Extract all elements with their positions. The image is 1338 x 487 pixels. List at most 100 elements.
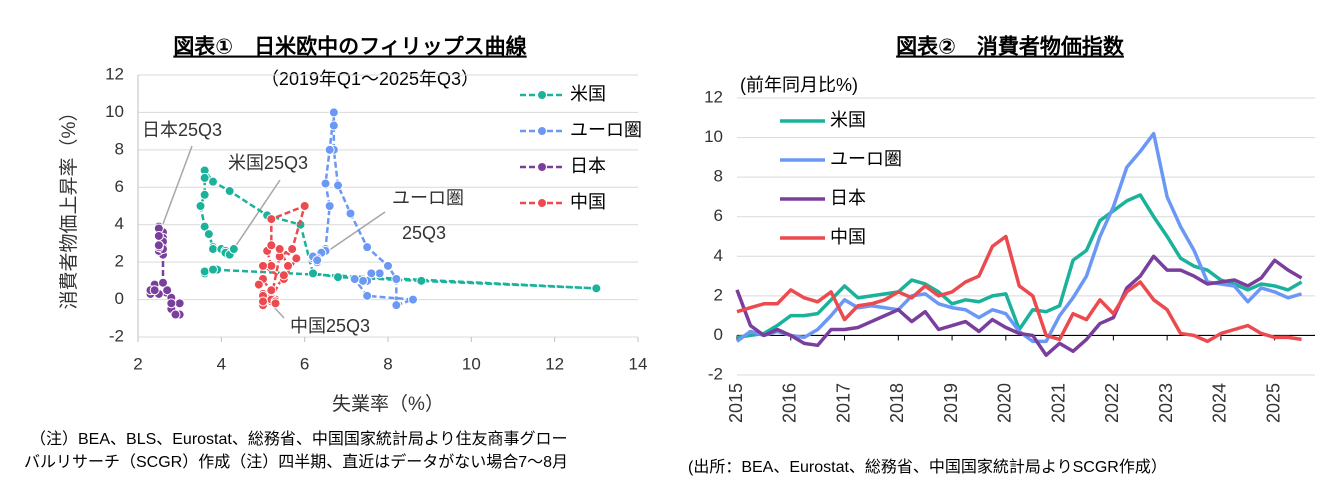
annotation-leader bbox=[324, 211, 386, 254]
point bbox=[320, 178, 331, 189]
point bbox=[362, 242, 373, 253]
y-tick-label: 12 bbox=[105, 64, 124, 83]
legend-label: ユーロ圏 bbox=[830, 149, 902, 169]
point bbox=[308, 268, 318, 279]
point bbox=[266, 285, 277, 296]
point bbox=[253, 279, 264, 290]
point bbox=[383, 260, 393, 271]
y-tick-label: 6 bbox=[714, 206, 723, 225]
point bbox=[166, 298, 177, 309]
point bbox=[312, 255, 323, 266]
y-axis-title: 消費者物価上昇率（%） bbox=[58, 103, 80, 310]
legend-label: 日本 bbox=[570, 156, 606, 176]
x-tick-label: 2024 bbox=[1210, 383, 1230, 423]
legend-marker bbox=[537, 90, 547, 100]
legend-label: 中国 bbox=[570, 192, 606, 212]
y-tick-label: 8 bbox=[115, 139, 124, 158]
chart-title: 図表② 消費者物価指数 bbox=[896, 35, 1125, 59]
x-tick-label: 2025 bbox=[1263, 383, 1283, 423]
point bbox=[391, 273, 402, 284]
x-axis-title: 失業率（%） bbox=[332, 393, 444, 415]
legend-label: 米国 bbox=[570, 84, 606, 104]
x-tick-label: 2019 bbox=[941, 383, 961, 423]
point bbox=[591, 283, 602, 294]
x-tick-label: 2021 bbox=[1048, 383, 1068, 423]
y-tick-label: 0 bbox=[714, 325, 723, 344]
x-tick-label: 2015 bbox=[726, 383, 746, 423]
point bbox=[208, 176, 218, 187]
point bbox=[349, 273, 360, 284]
point bbox=[366, 268, 377, 279]
y-tick-label: 4 bbox=[115, 214, 124, 233]
point bbox=[374, 268, 385, 279]
legend-label: 米国 bbox=[830, 110, 866, 130]
annotation: 日本25Q3 bbox=[142, 120, 222, 140]
point bbox=[416, 275, 427, 286]
point bbox=[299, 201, 310, 211]
point bbox=[266, 260, 277, 271]
point bbox=[258, 296, 268, 307]
legend-label: 日本 bbox=[830, 188, 866, 208]
x-tick-label: 2020 bbox=[995, 383, 1015, 423]
point bbox=[203, 229, 214, 240]
x-tick-label: 2 bbox=[133, 354, 142, 373]
point bbox=[345, 208, 356, 219]
x-tick-label: 6 bbox=[300, 354, 309, 373]
point bbox=[391, 300, 402, 311]
footnote: (出所：BEA、Eurostat、総務省、中国国家統計局よりSCGR作成） bbox=[688, 458, 1167, 476]
point bbox=[195, 201, 206, 211]
point bbox=[158, 277, 168, 288]
point bbox=[274, 244, 285, 255]
point bbox=[199, 172, 210, 183]
x-tick-label: 2018 bbox=[887, 383, 907, 423]
legend-label: 中国 bbox=[830, 227, 866, 247]
point bbox=[224, 186, 235, 197]
x-tick-label: 2017 bbox=[833, 383, 853, 423]
y-tick-label: 8 bbox=[714, 167, 723, 186]
point bbox=[208, 264, 218, 275]
point bbox=[199, 221, 210, 232]
point bbox=[270, 298, 281, 309]
series-line bbox=[735, 254, 1303, 357]
point bbox=[174, 298, 185, 309]
point bbox=[153, 230, 164, 241]
point bbox=[199, 189, 210, 200]
chart-subtitle: (前年同月比%) bbox=[740, 75, 858, 95]
point bbox=[408, 294, 418, 305]
point bbox=[149, 285, 160, 296]
x-tick-label: 10 bbox=[462, 354, 481, 373]
annotation: 25Q3 bbox=[402, 223, 446, 243]
annotation: ユーロ圏 bbox=[392, 188, 464, 208]
y-tick-label: 10 bbox=[105, 102, 124, 121]
y-tick-label: 0 bbox=[115, 289, 124, 308]
point bbox=[333, 272, 343, 283]
point bbox=[362, 290, 373, 301]
point bbox=[328, 107, 339, 118]
annotation: 中国25Q3 bbox=[290, 316, 370, 336]
annotation-leader bbox=[232, 179, 281, 251]
x-tick-label: 14 bbox=[629, 354, 648, 373]
y-tick-label: -2 bbox=[109, 326, 124, 345]
point bbox=[333, 180, 343, 191]
x-tick-label: 12 bbox=[545, 354, 564, 373]
point bbox=[283, 260, 293, 271]
y-tick-label: 12 bbox=[704, 87, 723, 106]
footnote: （注）BEA、BLS、Eurostat、総務省、中国国家統計局より住友商事グロー bbox=[30, 430, 568, 448]
y-tick-label: -2 bbox=[708, 364, 723, 383]
point bbox=[328, 120, 339, 131]
point bbox=[266, 240, 277, 251]
point bbox=[266, 214, 277, 225]
point bbox=[278, 270, 289, 281]
series-line bbox=[736, 234, 1302, 344]
y-tick-label: 6 bbox=[115, 177, 124, 196]
legend-marker bbox=[537, 126, 547, 136]
legend-label: ユーロ圏 bbox=[570, 120, 642, 140]
point bbox=[324, 201, 335, 211]
point bbox=[162, 285, 173, 296]
x-tick-label: 4 bbox=[217, 354, 226, 373]
x-tick-label: 2022 bbox=[1102, 383, 1122, 423]
y-tick-label: 10 bbox=[704, 127, 723, 146]
x-tick-label: 2023 bbox=[1156, 383, 1176, 423]
point bbox=[258, 260, 268, 271]
